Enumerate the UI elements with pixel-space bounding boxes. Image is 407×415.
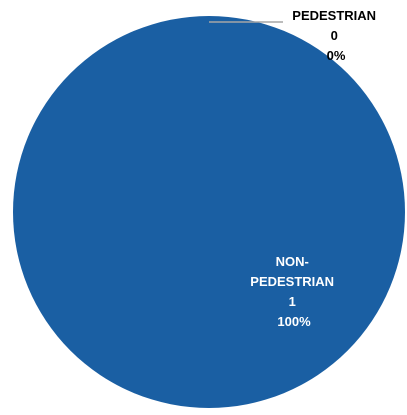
pedestrian-label-percent: 0% [327,48,346,63]
non-pedestrian-label-percent: 100% [277,314,311,329]
pie-slice-non-pedestrian [13,16,405,408]
non-pedestrian-data-label: NON- PEDESTRIAN 1 100% [250,254,337,329]
non-pedestrian-label-name-line2: PEDESTRIAN [250,274,334,289]
pedestrian-label-value: 0 [331,28,338,43]
non-pedestrian-label-name-line1: NON- [276,254,309,269]
non-pedestrian-label-value: 1 [289,294,296,309]
pedestrian-label-name: PEDESTRIAN [292,8,376,23]
pedestrian-data-label: PEDESTRIAN 0 0% [292,8,379,63]
